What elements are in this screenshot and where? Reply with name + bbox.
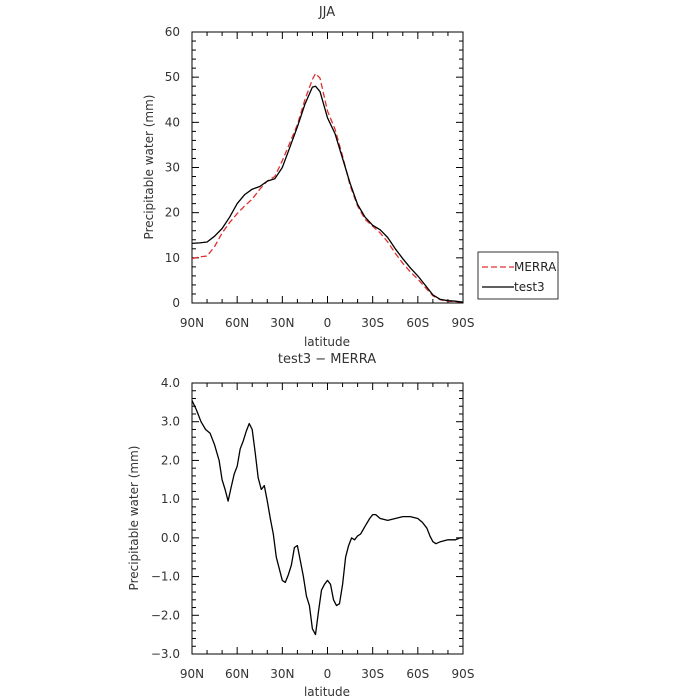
legend-merra-label: MERRA (514, 260, 557, 274)
bottom-y-tick-label: −3.0 (151, 647, 180, 661)
top-plot-frame (191, 31, 464, 304)
bottom-panel: test3 − MERRA 90N 60N 30N 0 30S 60S 90S −3.0 −2.… (127, 352, 474, 699)
bottom-x-axis-label: latitude (304, 685, 350, 699)
bottom-panel-title: test3 − MERRA (278, 352, 376, 367)
top-panel-title: JJA (318, 5, 335, 20)
top-x-tick-label: 30S (361, 316, 384, 330)
bottom-x-tick-label: 60S (406, 667, 429, 681)
bottom-y-tick-label: 0.0 (161, 531, 180, 545)
top-y-tick-label: 0 (172, 296, 180, 310)
bottom-x-tick-label: 90N (180, 667, 204, 681)
top-y-tick-label: 60 (165, 25, 180, 39)
legend-box (477, 251, 559, 300)
top-panel: JJA 90N 60N 30N 0 30S 60S 90S 0 10 20 30 40 50 60 lat… (142, 5, 474, 349)
bottom-x-tick-label: 30N (270, 667, 294, 681)
bottom-series-difference-line (191, 400, 463, 636)
bottom-y-tick-label: 4.0 (161, 376, 180, 390)
top-y-axis-label: Precipitable water (mm) (142, 95, 156, 240)
top-x-tick-label: 30N (270, 316, 294, 330)
top-y-tick-label: 20 (165, 206, 180, 220)
legend-test3-label: test3 (514, 280, 545, 294)
bottom-x-tick-label: 0 (324, 667, 332, 681)
bottom-y-tick-label: 3.0 (161, 415, 180, 429)
top-y-tick-label: 30 (165, 161, 180, 175)
bottom-x-tick-label: 30S (361, 667, 384, 681)
bottom-y-axis-label: Precipitable water (mm) (127, 446, 141, 591)
top-y-tick-label: 40 (165, 115, 180, 129)
bottom-axis-ticks: 90N 60N 30N 0 30S 60S 90S −3.0 −2.0 −1.0 0.0 1.0 2.0… (151, 376, 475, 681)
top-axis-ticks: 90N 60N 30N 0 30S 60S 90S 0 10 20 30 40 50 60 (165, 25, 475, 330)
top-x-tick-label: 90S (452, 316, 475, 330)
bottom-series-lines (191, 400, 463, 636)
top-series-merra-line (191, 72, 464, 303)
top-series-test3-line (191, 85, 464, 303)
top-y-tick-label: 50 (165, 70, 180, 84)
legend: MERRA test3 (477, 251, 559, 300)
top-x-tick-label: 60S (406, 316, 429, 330)
bottom-y-tick-label: −2.0 (151, 608, 180, 622)
bottom-y-tick-label: −1.0 (151, 570, 180, 584)
bottom-plot-frame (191, 382, 464, 655)
top-x-tick-label: 0 (324, 316, 332, 330)
bottom-y-tick-label: 2.0 (161, 453, 180, 467)
top-x-axis-label: latitude (304, 335, 350, 349)
top-y-tick-label: 10 (165, 251, 180, 265)
bottom-x-tick-label: 60N (225, 667, 249, 681)
bottom-x-tick-label: 90S (452, 667, 475, 681)
top-x-tick-label: 90N (180, 316, 204, 330)
top-series-lines (191, 72, 464, 303)
bottom-y-tick-label: 1.0 (161, 492, 180, 506)
top-x-tick-label: 60N (225, 316, 249, 330)
